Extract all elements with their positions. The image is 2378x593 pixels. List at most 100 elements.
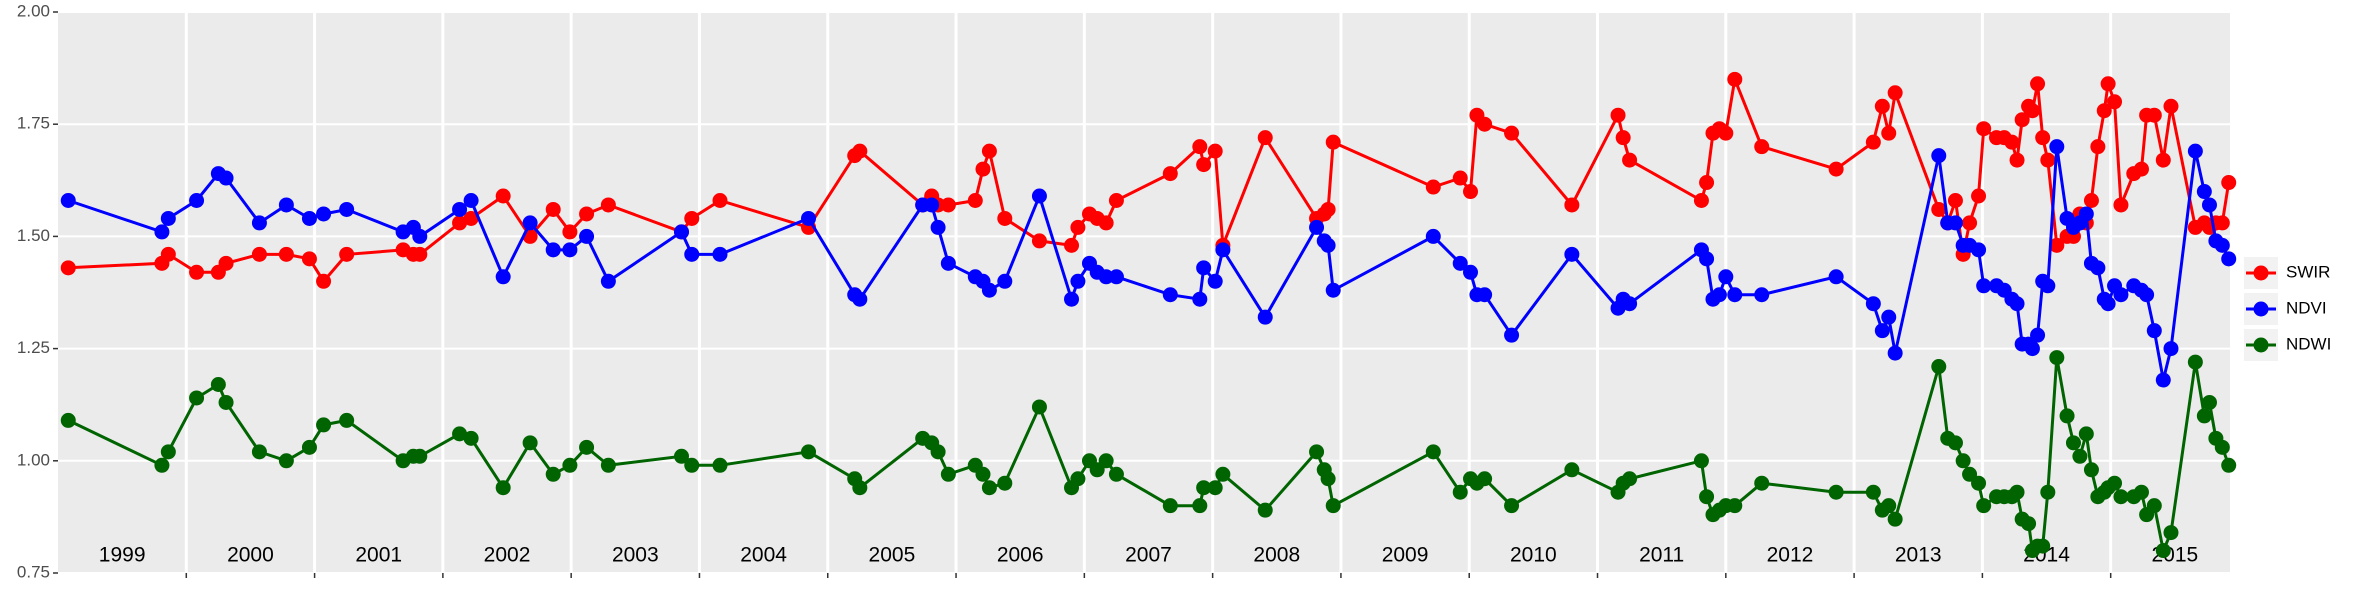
data-point: [1257, 130, 1273, 146]
data-point: [2049, 350, 2065, 366]
data-point: [1828, 161, 1844, 177]
data-point: [339, 246, 355, 262]
data-point: [522, 435, 538, 451]
data-point: [2078, 206, 2094, 222]
data-point: [2100, 296, 2116, 312]
data-point: [1874, 323, 1890, 339]
data-point: [801, 210, 817, 226]
data-point: [1881, 498, 1897, 514]
plot-panel: [58, 12, 2230, 573]
year-label: 2009: [1382, 544, 1429, 567]
data-point: [712, 246, 728, 262]
data-point: [1727, 498, 1743, 514]
data-point: [562, 457, 578, 473]
data-point: [579, 206, 595, 222]
data-point: [852, 143, 868, 159]
data-point: [2146, 107, 2162, 123]
data-point: [218, 255, 234, 271]
data-point: [1947, 215, 1963, 231]
data-point: [2009, 296, 2025, 312]
data-point: [339, 201, 355, 217]
legend-label: NDWI: [2286, 334, 2331, 353]
data-point: [1727, 287, 1743, 303]
data-point: [1610, 107, 1626, 123]
data-point: [1257, 502, 1273, 518]
data-point: [1693, 453, 1709, 469]
legend-point: [2253, 337, 2269, 353]
data-point: [801, 444, 817, 460]
data-point: [495, 269, 511, 285]
data-point: [940, 255, 956, 271]
data-point: [251, 246, 267, 262]
data-point: [452, 201, 468, 217]
data-point: [1564, 197, 1580, 213]
year-label: 2013: [1895, 544, 1942, 567]
data-point: [1865, 296, 1881, 312]
data-point: [1477, 287, 1493, 303]
series-group: [60, 71, 2237, 289]
y-tick-label: 2.00: [17, 1, 50, 20]
data-point: [1622, 471, 1638, 487]
legend-point: [2253, 301, 2269, 317]
data-point: [981, 480, 997, 496]
data-point: [1955, 453, 1971, 469]
legend-point: [2253, 265, 2269, 281]
data-point: [1098, 269, 1114, 285]
data-point: [1887, 511, 1903, 527]
data-point: [1947, 435, 1963, 451]
data-point: [1887, 85, 1903, 101]
data-point: [2090, 139, 2106, 155]
data-point: [463, 192, 479, 208]
year-label: 2010: [1510, 544, 1557, 567]
data-point: [1320, 471, 1336, 487]
data-point: [1108, 466, 1124, 482]
year-label: 2000: [227, 544, 274, 567]
data-point: [2155, 372, 2171, 388]
data-point: [301, 210, 317, 226]
data-point: [1309, 444, 1325, 460]
year-label: 2005: [869, 544, 916, 567]
y-tick-label: 1.25: [17, 338, 50, 357]
data-point: [1162, 498, 1178, 514]
year-label: 2002: [484, 544, 531, 567]
data-point: [2059, 408, 2075, 424]
data-point: [2113, 287, 2129, 303]
data-point: [463, 430, 479, 446]
data-point: [2214, 439, 2230, 455]
data-point: [1976, 498, 1992, 514]
data-point: [1108, 192, 1124, 208]
data-point: [1196, 480, 1212, 496]
data-point: [1865, 134, 1881, 150]
data-point: [1207, 480, 1223, 496]
data-point: [562, 242, 578, 258]
data-point: [2201, 197, 2217, 213]
data-point: [189, 264, 205, 280]
series-group: [60, 139, 2237, 388]
data-point: [2201, 394, 2217, 410]
data-point: [1504, 498, 1520, 514]
data-point: [2021, 516, 2037, 532]
data-point: [712, 192, 728, 208]
data-point: [1452, 170, 1468, 186]
data-point: [1320, 237, 1336, 253]
data-point: [412, 228, 428, 244]
data-point: [1881, 125, 1897, 141]
data-point: [997, 210, 1013, 226]
data-point: [562, 224, 578, 240]
year-label: 2011: [1639, 544, 1684, 567]
data-point: [495, 188, 511, 204]
data-point: [316, 417, 332, 433]
data-point: [2107, 94, 2123, 110]
y-tick-label: 1.00: [17, 450, 50, 469]
data-point: [2083, 462, 2099, 478]
data-point: [2196, 408, 2212, 424]
data-point: [1215, 242, 1231, 258]
data-point: [154, 457, 170, 473]
data-point: [2221, 251, 2237, 267]
data-point: [2100, 76, 2116, 92]
data-point: [1699, 251, 1715, 267]
data-point: [154, 224, 170, 240]
data-point: [1971, 475, 1987, 491]
data-point: [251, 215, 267, 231]
data-point: [1325, 134, 1341, 150]
